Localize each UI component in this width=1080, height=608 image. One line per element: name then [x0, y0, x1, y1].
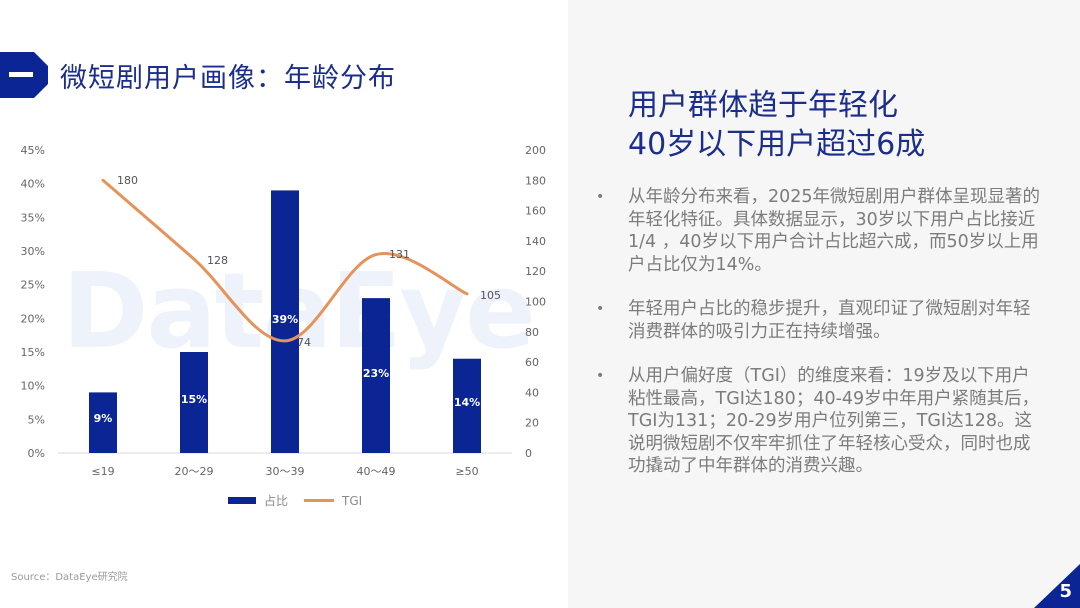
legend-line-swatch — [304, 499, 335, 502]
bullet-dot-icon: • — [596, 368, 605, 384]
right-axis-tick: 0 — [525, 447, 532, 460]
chart-legend: 占比 TGI — [228, 492, 362, 509]
tgi-value-label: 128 — [207, 254, 228, 267]
x-axis-label: ≤19 — [91, 465, 114, 478]
legend-label-tgi: TGI — [342, 493, 363, 508]
section-dash-icon — [9, 72, 33, 77]
bullet-item: • 从用户偏好度（TGI）的维度来看：19岁及以下用户粘性最高，TGI达180；… — [592, 365, 1042, 478]
bullet-text: 从年龄分布来看，2025年微短剧用户群体呈现显著的年轻化特征。具体数据显示，30… — [628, 187, 1041, 275]
bar-value-label: 9% — [94, 412, 113, 425]
bar — [180, 352, 208, 453]
bar-value-label: 15% — [181, 393, 207, 406]
tgi-value-label: 74 — [297, 336, 311, 349]
bar — [362, 298, 390, 453]
page-corner — [1034, 564, 1080, 608]
page-title: 微短剧用户画像：年龄分布 — [60, 63, 396, 94]
headline-line-2: 40岁以下用户超过6成 — [628, 127, 926, 162]
left-axis-tick: 15% — [21, 346, 45, 359]
right-axis-tick: 180 — [525, 174, 546, 187]
bar — [453, 358, 481, 453]
legend-bar-swatch — [228, 497, 256, 504]
right-axis-tick: 200 — [525, 144, 546, 157]
combo-chart: 0% 5% 10% 15% 20% 25% 30% 35% 40% 45% 0 20 40 60 80 100… — [21, 144, 546, 478]
x-axis-label: 30～39 — [266, 465, 305, 478]
left-axis-tick: 10% — [21, 380, 45, 393]
headline-line-1: 用户群体趋于年轻化 — [628, 88, 898, 123]
bullet-list: • 从年龄分布来看，2025年微短剧用户群体呈现显著的年轻化特征。具体数据显示，… — [592, 186, 1042, 500]
left-axis-tick: 40% — [21, 178, 45, 191]
x-axis-label: 20～29 — [175, 465, 214, 478]
right-axis-tick: 20 — [525, 417, 539, 430]
right-axis-tick: 40 — [525, 386, 539, 399]
summary-panel — [568, 0, 1080, 608]
bullet-item: • 从年龄分布来看，2025年微短剧用户群体呈现显著的年轻化特征。具体数据显示，… — [592, 186, 1042, 276]
bar-value-label: 23% — [363, 367, 389, 380]
tgi-value-label: 131 — [389, 248, 410, 261]
bullet-dot-icon: • — [596, 301, 605, 317]
source-note: Source：DataEye研究院 — [11, 572, 128, 583]
bar — [89, 392, 117, 453]
right-axis-tick: 60 — [525, 356, 539, 369]
bullet-item: • 年轻用户占比的稳步提升，直观印证了微短剧对年轻消费群体的吸引力正在持续增强。 — [592, 298, 1042, 343]
bar — [271, 190, 299, 453]
left-axis-tick: 20% — [21, 312, 45, 325]
headline: 用户群体趋于年轻化 40岁以下用户超过6成 — [628, 86, 925, 164]
left-axis-tick: 35% — [21, 211, 45, 224]
x-axis-label: 40～49 — [357, 465, 396, 478]
left-axis-tick: 45% — [21, 144, 45, 157]
bar-value-label: 39% — [272, 313, 298, 326]
right-axis-tick: 100 — [525, 296, 546, 309]
tgi-value-label: 105 — [480, 289, 501, 302]
x-axis-label: ≥50 — [455, 465, 478, 478]
tgi-line — [101, 178, 469, 343]
bar-value-label: 14% — [454, 396, 480, 409]
bullet-dot-icon: • — [596, 189, 605, 205]
right-axis-tick: 160 — [525, 205, 546, 218]
left-axis-tick: 5% — [28, 413, 45, 426]
left-axis-tick: 0% — [28, 447, 45, 460]
left-axis-tick: 30% — [21, 245, 45, 258]
page-number: 5 — [1059, 581, 1072, 602]
right-axis-tick: 140 — [525, 235, 546, 248]
legend-label-share: 占比 — [264, 494, 289, 508]
right-axis-tick: 80 — [525, 326, 539, 339]
section-badge — [0, 52, 48, 98]
bullet-text: 年轻用户占比的稳步提升，直观印证了微短剧对年轻消费群体的吸引力正在持续增强。 — [628, 299, 1031, 342]
right-axis-tick: 120 — [525, 265, 546, 278]
left-axis-tick: 25% — [21, 279, 45, 292]
bullet-text: 从用户偏好度（TGI）的维度来看：19岁及以下用户粘性最高，TGI达180；40… — [628, 366, 1040, 476]
tgi-value-label: 180 — [117, 174, 138, 187]
